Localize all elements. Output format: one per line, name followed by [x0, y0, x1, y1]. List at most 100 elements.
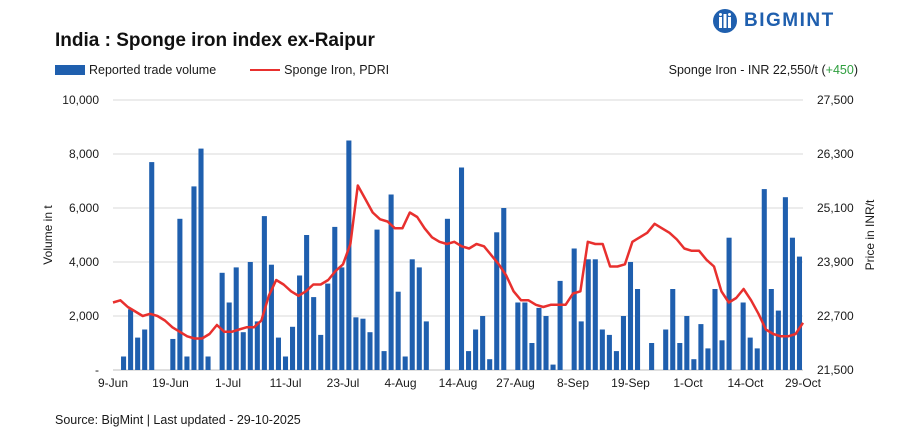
x-tick-label: 14-Oct: [727, 376, 764, 390]
y2-tick-label: 26,300: [817, 147, 854, 161]
legend-label-price: Sponge Iron, PDRI: [284, 63, 390, 77]
y2-tick-label: 25,100: [817, 201, 854, 215]
x-tick-label: 11-Jul: [270, 376, 302, 390]
volume-bar: [149, 162, 155, 370]
volume-bar: [712, 289, 718, 370]
volume-bar: [325, 283, 331, 370]
volume-bar: [240, 332, 246, 370]
volume-bar: [423, 321, 429, 370]
volume-bar: [254, 321, 260, 370]
y-tick-label: 2,000: [69, 309, 99, 323]
chart-title: India : Sponge iron index ex-Raipur: [55, 30, 375, 51]
price-note-text: Sponge Iron - INR 22,550/t: [668, 63, 819, 77]
volume-bar: [550, 364, 556, 370]
volume-bar: [578, 321, 584, 370]
volume-bar: [353, 317, 359, 370]
y2-tick-label: 22,700: [817, 309, 854, 323]
bigmint-logo-text: BIGMINT: [744, 10, 835, 31]
volume-bar: [416, 267, 422, 370]
volume-bar: [402, 356, 408, 370]
volume-bar: [487, 359, 493, 370]
price-line: [112, 184, 805, 340]
volume-bar: [205, 356, 211, 370]
volume-bar: [388, 194, 394, 370]
bigmint-logo: BIGMINT: [712, 6, 835, 36]
volume-bar: [184, 356, 190, 370]
y-tick-label: 4,000: [69, 255, 99, 269]
volume-bar: [191, 186, 197, 370]
volume-bar: [367, 332, 373, 370]
y-tick-label: 10,000: [62, 93, 99, 107]
x-tick-label: 19-Jun: [152, 376, 189, 390]
volume-bar: [219, 272, 225, 370]
volume-bar: [796, 256, 803, 370]
y2-axis-title: Price in INR/t: [863, 199, 877, 270]
volume-bar: [768, 289, 774, 370]
volume-bar: [649, 343, 655, 370]
volume-bar: [444, 218, 450, 370]
x-tick-label: 27-Aug: [496, 376, 535, 390]
volume-bar: [374, 229, 380, 370]
volume-bar: [726, 237, 732, 370]
volume-bar: [339, 267, 345, 370]
volume-bar: [494, 232, 500, 370]
volume-bar: [754, 348, 760, 370]
volume-bar: [360, 318, 366, 370]
volume-bar: [304, 235, 310, 370]
volume-bar: [627, 262, 634, 370]
y2-tick-label: 21,500: [817, 363, 854, 377]
volume-bar: [705, 348, 711, 370]
volume-bar: [395, 291, 401, 370]
volume-bar: [677, 343, 683, 370]
x-tick-label: 8-Sep: [557, 376, 589, 390]
volume-bar: [381, 351, 387, 370]
volume-bar: [177, 218, 183, 370]
volume-bar: [620, 316, 626, 370]
volume-bar: [318, 334, 324, 370]
volume-bar: [501, 208, 507, 370]
volume-bar: [346, 140, 352, 370]
volume-bar: [480, 316, 486, 370]
volume-bar: [261, 216, 267, 370]
y2-tick-label: 27,500: [817, 93, 854, 107]
chart-legend: Reported trade volume Sponge Iron, PDRI: [55, 63, 389, 77]
y-tick-label: 8,000: [69, 147, 99, 161]
volume-bar: [740, 302, 746, 370]
x-tick-label: 9-Jun: [98, 376, 128, 390]
volume-bar: [142, 329, 148, 370]
volume-bar: [691, 359, 697, 370]
volume-bar: [409, 259, 415, 370]
volume-bar: [684, 316, 690, 370]
volume-bar: [719, 340, 725, 370]
volume-bar: [458, 167, 465, 370]
volume-bar: [557, 280, 563, 370]
volume-bar: [170, 338, 176, 370]
volume-bar: [543, 316, 549, 370]
y-tick-label: 6,000: [69, 201, 99, 215]
y2-tick-label: 23,900: [817, 255, 854, 269]
volume-bar: [635, 289, 641, 370]
volume-bar: [670, 289, 676, 370]
legend-swatch-volume: [55, 65, 85, 75]
volume-bar: [585, 259, 591, 370]
volume-bar: [275, 337, 281, 370]
x-tick-label: 1-Oct: [673, 376, 703, 390]
legend-label-volume: Reported trade volume: [89, 63, 217, 77]
volume-bar: [121, 356, 127, 370]
volume-bar: [290, 326, 296, 370]
volume-bar: [599, 329, 605, 370]
volume-bar: [515, 302, 521, 370]
volume-bar: [247, 262, 253, 370]
y-axis-title: Volume in t: [41, 205, 55, 265]
price-note: Sponge Iron - INR 22,550/t (+450): [668, 63, 858, 77]
source-note: Source: BigMint | Last updated - 29-10-2…: [55, 413, 301, 427]
volume-bar: [663, 329, 669, 370]
price-change: +450: [825, 63, 854, 77]
volume-bar: [613, 351, 619, 370]
volume-bar: [606, 334, 612, 370]
volume-bar: [282, 356, 289, 370]
x-tick-label: 14-Aug: [439, 376, 478, 390]
bigmint-logo-icon: [713, 9, 737, 33]
volume-bar: [698, 324, 704, 370]
